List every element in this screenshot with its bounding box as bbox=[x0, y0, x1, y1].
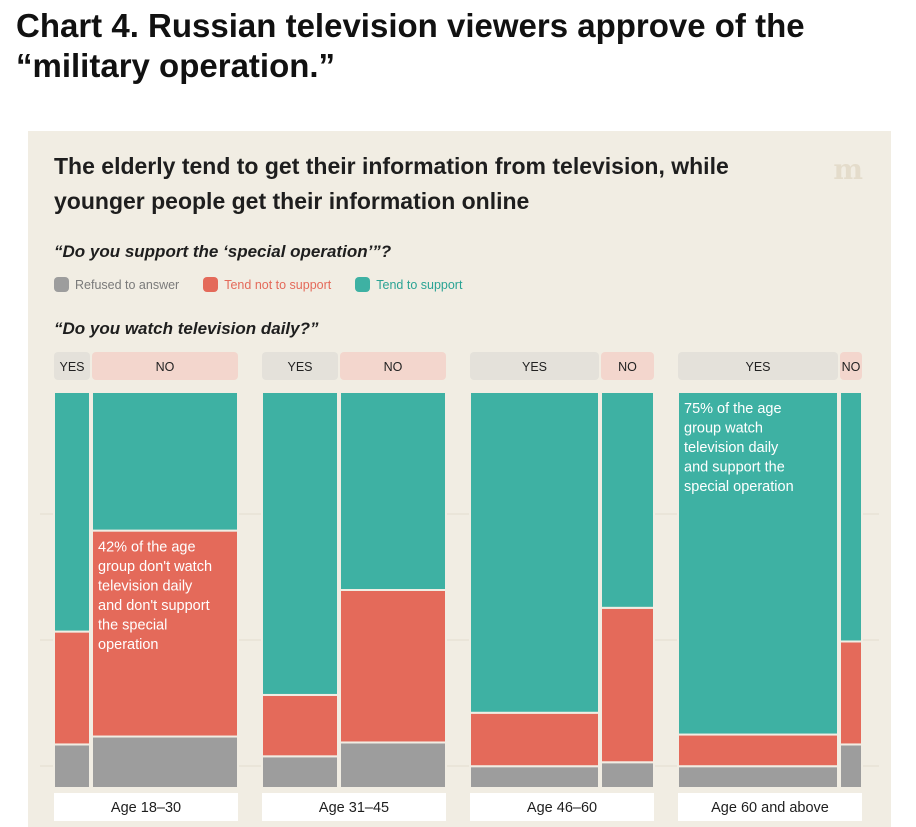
legend-label-refused: Refused to answer bbox=[75, 277, 180, 292]
group-label: Age 31–45 bbox=[319, 800, 389, 816]
bar-segment-support bbox=[600, 391, 655, 609]
legend-swatch-not-support bbox=[203, 277, 219, 292]
annotation-text: 75% of the age group watch television dail… bbox=[684, 401, 794, 495]
group-label: Age 18–30 bbox=[111, 800, 181, 816]
group-label-box bbox=[470, 793, 654, 821]
legend-swatch-refused bbox=[54, 277, 69, 292]
legend-item-support: Tend to support bbox=[355, 277, 462, 292]
header-tab-no bbox=[340, 352, 446, 380]
bar-segment-support bbox=[53, 391, 91, 633]
bar-segment-support bbox=[339, 391, 447, 591]
header-tab-yes bbox=[678, 352, 838, 380]
header-label-no: NO bbox=[156, 360, 175, 374]
bar-segment-support bbox=[839, 391, 863, 643]
header-tab-no bbox=[92, 352, 238, 380]
bar-segment-support bbox=[677, 391, 839, 736]
bar-segment-not-support bbox=[469, 711, 600, 768]
bar-segment-not-support bbox=[261, 693, 339, 758]
bar-segment-support bbox=[91, 391, 239, 532]
chart-title: The elderly tend to get their informatio… bbox=[54, 153, 729, 214]
group-label: Age 60 and above bbox=[711, 800, 829, 816]
legend-item-refused: Refused to answer bbox=[54, 277, 179, 292]
bar-segment-refused bbox=[53, 743, 91, 790]
chart-panel: The elderly tend to get their informatio… bbox=[28, 131, 891, 827]
header-label-no: NO bbox=[842, 360, 861, 374]
header-tab-yes bbox=[54, 352, 90, 380]
bar-segment-support bbox=[469, 391, 600, 714]
group-label: Age 46–60 bbox=[527, 800, 597, 816]
bar-segment-refused bbox=[91, 735, 239, 790]
mosaic-chart: YES NO 42% of the age group don't watch tele… bbox=[40, 352, 879, 821]
bar-segment-support bbox=[261, 391, 339, 696]
header-label-yes: YES bbox=[522, 360, 547, 374]
bar-segment-refused bbox=[839, 743, 863, 790]
bar-segment-refused bbox=[469, 765, 600, 789]
header-label-yes: YES bbox=[287, 360, 312, 374]
bar-segment-not-support bbox=[677, 733, 839, 768]
bar-segment-refused bbox=[261, 755, 339, 790]
bar-segment-not-support bbox=[600, 606, 655, 764]
header-label-no: NO bbox=[384, 360, 403, 374]
bar-segment-refused bbox=[677, 765, 839, 789]
question-support: “Do you support the ‘special operation’”… bbox=[54, 242, 392, 261]
header-tab-yes bbox=[470, 352, 599, 380]
bar-segment-refused bbox=[600, 761, 655, 790]
header-label-no: NO bbox=[618, 360, 637, 374]
header-tab-no bbox=[840, 352, 862, 380]
bar-segment-not-support bbox=[339, 589, 447, 744]
page-title: Chart 4. Russian television viewers appr… bbox=[16, 7, 805, 84]
group-label-box bbox=[54, 793, 238, 821]
bar-segment-refused bbox=[339, 741, 447, 790]
publisher-logo: m bbox=[833, 153, 863, 186]
legend-label-support: Tend to support bbox=[376, 277, 463, 292]
header-label-yes: YES bbox=[745, 360, 770, 374]
group-label-box bbox=[678, 793, 862, 821]
legend-swatch-support bbox=[355, 277, 371, 292]
annotation-text: 42% of the age group don't watch televisio… bbox=[98, 540, 212, 654]
legend-item-not-support: Tend not to support bbox=[203, 277, 331, 292]
bar-segment-not-support bbox=[91, 529, 239, 738]
header-tab-no bbox=[601, 352, 654, 380]
header-tab-yes bbox=[262, 352, 338, 380]
bar-segment-not-support bbox=[839, 640, 863, 746]
legend: Refused to answer Tend not to support Te… bbox=[54, 277, 462, 292]
question-tv: “Do you watch television daily?” bbox=[54, 319, 319, 338]
group-label-box bbox=[262, 793, 446, 821]
bar-segment-not-support bbox=[53, 630, 91, 746]
legend-label-not-support: Tend not to support bbox=[224, 277, 332, 292]
header-label-yes: YES bbox=[59, 360, 84, 374]
